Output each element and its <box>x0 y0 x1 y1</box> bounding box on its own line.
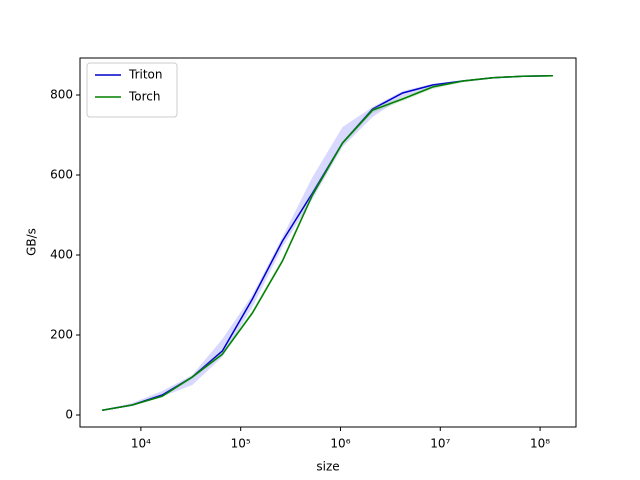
x-tick-label: 10⁵ <box>231 437 251 451</box>
legend-box <box>86 62 178 118</box>
legend-label: Triton <box>128 68 163 82</box>
y-tick-label: 200 <box>50 328 73 342</box>
x-tick-label: 10⁷ <box>430 437 450 451</box>
y-tick-label: 400 <box>50 248 73 262</box>
x-tick-label: 10⁶ <box>330 437 350 451</box>
band <box>102 75 553 411</box>
y-tick-label: 800 <box>50 88 73 102</box>
legend-label: Torch <box>128 90 161 104</box>
x-tick-label: 10⁸ <box>530 437 550 451</box>
band <box>102 75 553 411</box>
line <box>102 75 553 411</box>
y-tick-label: 0 <box>65 408 73 422</box>
y-axis-label: GB/s <box>25 228 39 256</box>
line <box>102 75 553 411</box>
plot-frame <box>79 57 577 428</box>
x-tick-label: 10⁴ <box>131 437 151 451</box>
x-axis-label: size <box>316 460 339 474</box>
y-tick-label: 600 <box>50 168 73 182</box>
